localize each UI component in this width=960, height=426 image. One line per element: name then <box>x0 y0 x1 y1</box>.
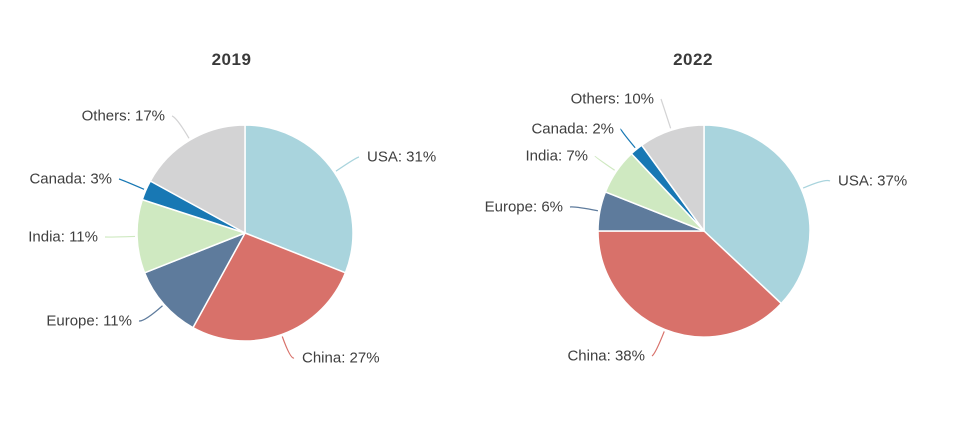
leader-line-china-2022 <box>651 331 665 357</box>
leader-line-others-2022 <box>660 98 672 129</box>
leader-line-usa-2019 <box>335 156 360 172</box>
pie-chart-2022-group: USA: 37% China: 38% Europe: 6% India: 7% Can… <box>485 91 908 365</box>
slice-label-canada-2022: Canada: 2% <box>531 121 614 138</box>
leader-line-india-2022 <box>594 155 616 171</box>
pie-slice-usa-2019[interactable] <box>244 124 354 274</box>
leader-line-europe-2022 <box>569 206 599 212</box>
slice-label-china-2022: China: 38% <box>567 348 645 365</box>
slice-label-europe-2022: Europe: 6% <box>485 199 563 216</box>
leader-line-others-2019 <box>171 115 190 139</box>
pie-slice-india-2019[interactable] <box>136 198 246 274</box>
pie-slice-usa-2022[interactable] <box>703 124 811 305</box>
chart-title-2022: 2022 <box>673 50 713 69</box>
leader-line-canada-2019 <box>118 178 145 190</box>
pie-chart-2019-group: USA: 31% China: 27% Europe: 11% India: 11% C… <box>28 108 436 367</box>
slice-label-canada-2019: Canada: 3% <box>29 171 112 188</box>
pie-slice-europe-2019[interactable] <box>143 232 246 329</box>
slice-label-india-2022: India: 7% <box>525 148 588 165</box>
slice-label-others-2022: Others: 10% <box>571 91 654 108</box>
slice-label-usa-2019: USA: 31% <box>367 149 436 166</box>
slice-label-china-2019: China: 27% <box>302 350 380 367</box>
pie-slice-others-2022[interactable] <box>640 124 705 232</box>
slice-label-europe-2019: Europe: 11% <box>46 313 132 330</box>
slice-label-usa-2022: USA: 37% <box>838 173 907 190</box>
slice-label-others-2019: Others: 17% <box>82 108 165 125</box>
leader-line-usa-2022 <box>802 179 831 189</box>
leader-line-canada-2022 <box>620 128 636 149</box>
pie-slice-others-2019[interactable] <box>149 124 246 234</box>
slice-label-india-2019: India: 11% <box>28 229 98 246</box>
chart-title-2019: 2019 <box>211 50 252 69</box>
leader-line-india-2019 <box>104 235 136 238</box>
pie-slice-china-2022[interactable] <box>597 230 783 338</box>
pie-slice-china-2019[interactable] <box>192 232 347 342</box>
leader-line-europe-2019 <box>138 305 163 322</box>
leader-line-china-2019 <box>281 336 295 359</box>
